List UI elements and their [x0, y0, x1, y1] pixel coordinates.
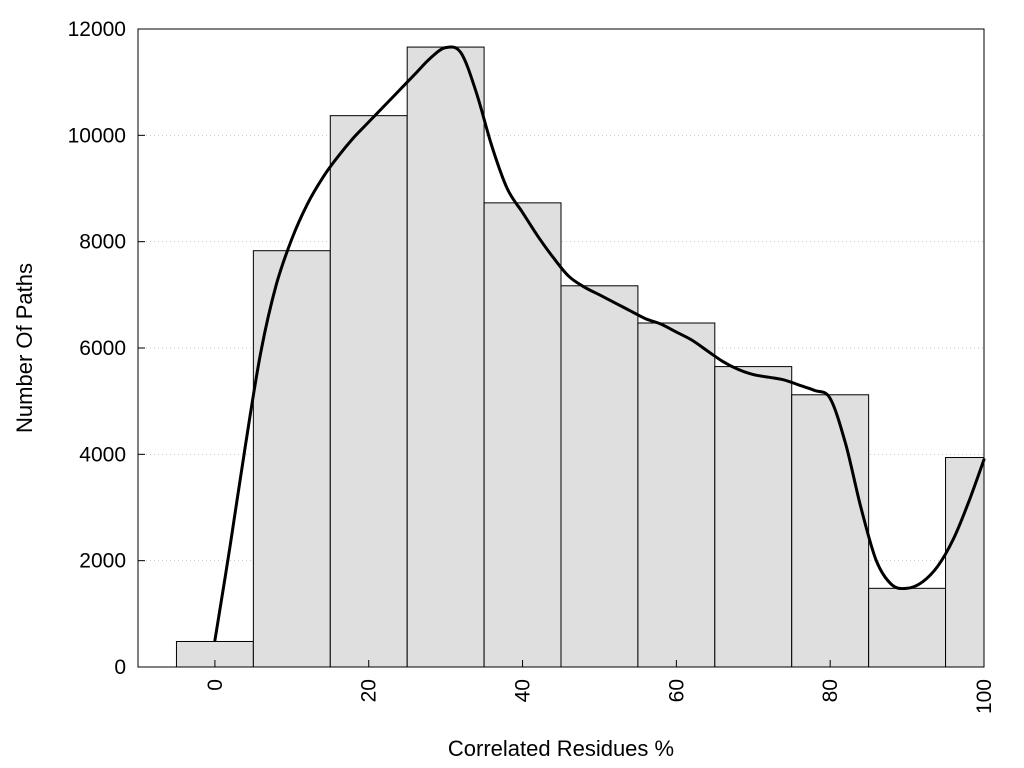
histogram-bar [406, 46, 485, 668]
x-tick-label: 0 [204, 679, 227, 691]
y-tick-label: 10000 [68, 124, 126, 147]
y-tick-label: 0 [114, 656, 126, 679]
histogram-bar [868, 587, 947, 668]
x-tick-label: 20 [358, 679, 381, 702]
histogram-bar [791, 394, 870, 668]
y-tick-label: 8000 [79, 231, 126, 254]
y-tick-label: 2000 [79, 550, 126, 573]
x-tick-label: 80 [819, 679, 842, 702]
axis-ticks: 0 2000 4000 6000 8000 10000 12000 0 20 40 60 80 100 [68, 18, 996, 714]
histogram-bar [637, 322, 716, 668]
histogram-bar [329, 115, 408, 668]
x-tick-label: 60 [665, 679, 688, 702]
y-tick-label: 4000 [79, 443, 126, 466]
x-tick-label: 40 [512, 679, 535, 702]
histogram-bars [175, 46, 985, 668]
x-axis-title: Correlated Residues % [448, 736, 674, 761]
y-axis-title: Number Of Paths [12, 263, 37, 433]
histogram-bar [945, 457, 985, 668]
histogram-bar [252, 250, 331, 668]
y-tick-label: 12000 [68, 18, 126, 41]
histogram-bar [483, 202, 562, 668]
y-tick-label: 6000 [79, 337, 126, 360]
density-curve [213, 45, 986, 642]
histogram-bar [714, 366, 793, 668]
histogram-bar [560, 285, 639, 668]
x-tick-label: 100 [973, 679, 996, 714]
